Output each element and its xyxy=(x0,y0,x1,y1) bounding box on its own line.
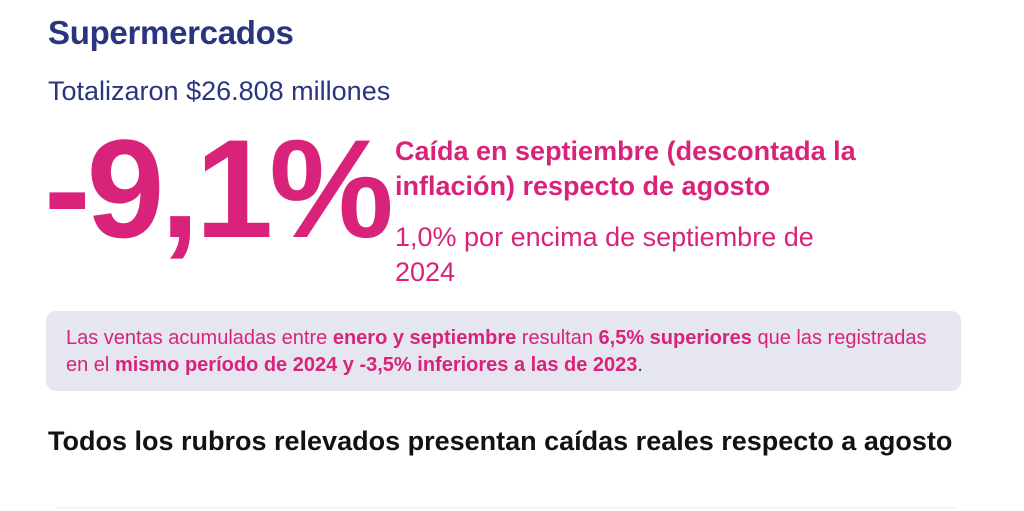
info-bold-comparison: mismo período de 2024 y -3,5% inferiores… xyxy=(114,354,638,376)
info-text-3: que las registradas en el xyxy=(66,327,927,376)
page-title: Supermercados xyxy=(48,14,294,51)
info-text-1: Las ventas acumuladas entre xyxy=(66,327,333,349)
info-text-end: . xyxy=(637,354,643,376)
divider xyxy=(56,507,956,508)
info-bold-increase: 6,5% superiores xyxy=(598,327,752,349)
info-text-2: resultan xyxy=(516,327,599,349)
section-heading: Todos los rubros relevados presentan caí… xyxy=(48,426,953,456)
cumulative-sales-info-box: Las ventas acumuladas entre enero y sept… xyxy=(46,311,961,391)
year-over-year-note: 1,0% por encima de septiembre de 2024 xyxy=(395,222,814,287)
info-bold-period: enero y septiembre xyxy=(332,327,517,349)
change-description: Caída en septiembre (descontada la infla… xyxy=(395,136,856,201)
percent-change-value: -9,1% xyxy=(44,110,394,267)
total-subtitle: Totalizaron $26.808 millones xyxy=(48,76,391,106)
